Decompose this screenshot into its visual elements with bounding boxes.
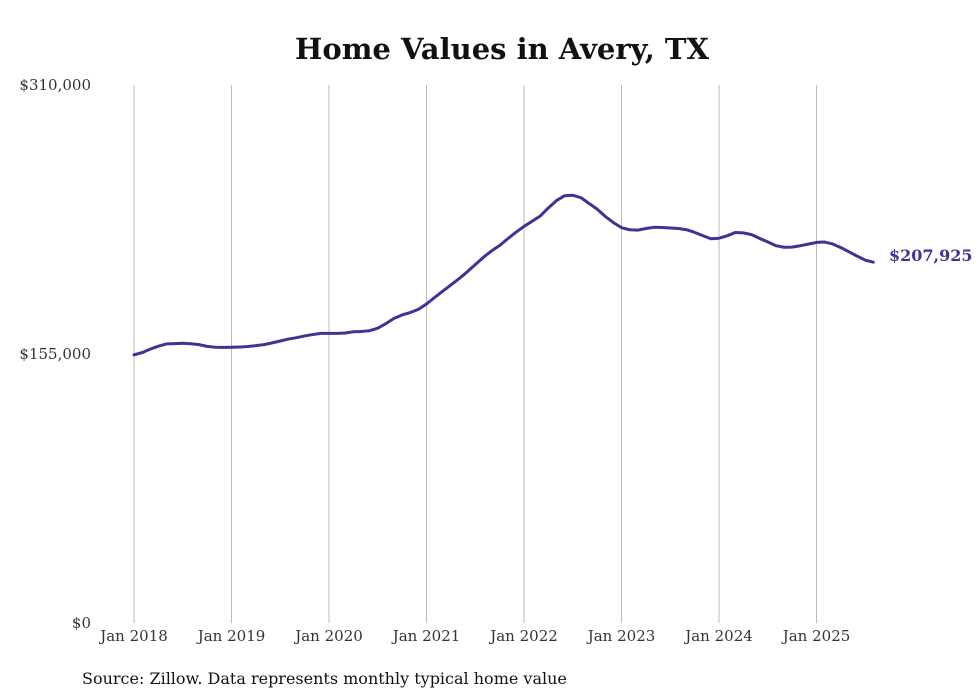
chart-title: Home Values in Avery, TX — [295, 32, 710, 66]
x-tick-label-2019: Jan 2019 — [196, 627, 266, 645]
y-tick-label-155000: $155,000 — [19, 345, 91, 363]
home-value-line — [132, 193, 875, 357]
latest-value-label: $207,925 — [889, 246, 973, 265]
y-tick-label-0: $0 — [72, 614, 91, 632]
x-tick-label-2023: Jan 2023 — [586, 627, 656, 645]
x-tick-label-2020: Jan 2020 — [293, 627, 363, 645]
x-tick-label-2024: Jan 2024 — [683, 627, 753, 645]
x-tick-label-2018: Jan 2018 — [98, 627, 168, 645]
x-tick-label-2022: Jan 2022 — [488, 627, 558, 645]
x-axis-ticks: Jan 2018 Jan 2019 Jan 2020 Jan 2021 Jan 2022… — [98, 627, 850, 645]
y-axis-ticks: $0 $155,000 $310,000 — [19, 76, 91, 632]
x-tick-label-2025: Jan 2025 — [781, 627, 851, 645]
source-note: Source: Zillow. Data represents monthly … — [82, 669, 567, 688]
y-tick-label-310000: $310,000 — [19, 76, 91, 94]
x-tick-label-2021: Jan 2021 — [391, 627, 461, 645]
grid-lines — [133, 85, 817, 623]
